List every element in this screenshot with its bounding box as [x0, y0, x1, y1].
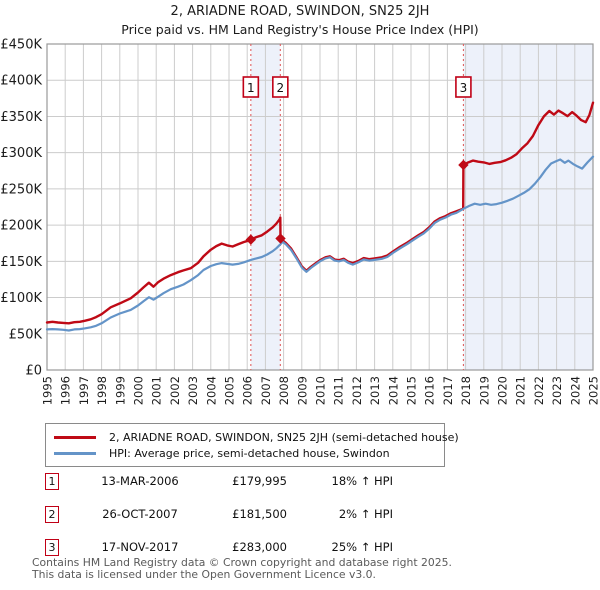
transaction-row-3: 3 17-NOV-2017 £283,000 25% ↑ HPI	[45, 537, 393, 557]
legend-row-property: 2, ARIADNE ROAD, SWINDON, SN25 2JH (semi…	[54, 429, 459, 445]
svg-text:2005: 2005	[223, 376, 237, 405]
transaction-3-vs-hpi: 25% ↑ HPI	[331, 540, 393, 554]
svg-text:1995: 1995	[41, 376, 55, 405]
svg-text:2012: 2012	[350, 376, 364, 405]
svg-text:£200K: £200K	[0, 219, 42, 234]
legend-label-property: 2, ARIADNE ROAD, SWINDON, SN25 2JH (semi…	[109, 430, 459, 444]
svg-text:£400K: £400K	[0, 74, 42, 89]
svg-text:2001: 2001	[150, 376, 164, 405]
transaction-row-2: 2 26-OCT-2007 £181,500 2% ↑ HPI	[45, 504, 393, 524]
svg-text:2011: 2011	[332, 376, 346, 405]
svg-text:1997: 1997	[77, 376, 91, 405]
svg-text:2006: 2006	[241, 376, 255, 405]
chart-legend: 2, ARIADNE ROAD, SWINDON, SN25 2JH (semi…	[45, 423, 459, 467]
svg-text:2007: 2007	[259, 376, 273, 405]
page-title: 2, ARIADNE ROAD, SWINDON, SN25 2JH	[170, 4, 430, 19]
svg-text:2010: 2010	[314, 376, 328, 405]
svg-text:2016: 2016	[423, 376, 437, 405]
svg-text:2017: 2017	[441, 376, 455, 405]
transaction-1-date: 13-MAR-2006	[101, 474, 179, 488]
svg-text:2009: 2009	[295, 376, 309, 405]
page-subtitle: Price paid vs. HM Land Registry's House …	[121, 22, 479, 37]
svg-text:1998: 1998	[95, 376, 109, 405]
svg-text:£50K: £50K	[9, 327, 43, 342]
property-line-swatch	[54, 435, 96, 439]
legend-label-hpi: HPI: Average price, semi-detached house,…	[109, 446, 390, 460]
svg-text:2019: 2019	[477, 376, 491, 405]
svg-text:£0: £0	[25, 364, 42, 379]
svg-text:2004: 2004	[204, 376, 218, 405]
svg-text:1: 1	[247, 81, 255, 95]
svg-text:1999: 1999	[113, 376, 127, 405]
svg-text:1996: 1996	[59, 376, 73, 405]
svg-text:£100K: £100K	[0, 291, 42, 306]
svg-text:2025: 2025	[587, 376, 600, 405]
svg-text:2003: 2003	[186, 376, 200, 405]
transaction-row-1: 1 13-MAR-2006 £179,995 18% ↑ HPI	[45, 471, 393, 491]
transaction-1-marker: 1	[45, 472, 59, 490]
svg-text:2022: 2022	[532, 376, 546, 405]
svg-text:2021: 2021	[514, 376, 528, 405]
svg-text:2024: 2024	[568, 376, 582, 405]
svg-text:£300K: £300K	[0, 146, 42, 161]
transaction-2-price: £181,500	[232, 507, 287, 521]
transaction-3-price: £283,000	[232, 540, 287, 554]
svg-text:3: 3	[460, 81, 468, 95]
legend-row-hpi: HPI: Average price, semi-detached house,…	[54, 445, 438, 461]
svg-text:2002: 2002	[168, 376, 182, 405]
transaction-2-date: 26-OCT-2007	[102, 507, 178, 521]
transaction-3-date: 17-NOV-2017	[101, 540, 179, 554]
svg-text:2020: 2020	[496, 376, 510, 405]
svg-text:£350K: £350K	[0, 110, 42, 125]
transaction-3-marker: 3	[45, 538, 59, 556]
svg-text:2008: 2008	[277, 376, 291, 405]
svg-text:£150K: £150K	[0, 255, 42, 270]
svg-text:2000: 2000	[132, 376, 146, 405]
license-line-2: This data is licensed under the Open Gov…	[32, 567, 376, 581]
svg-text:2023: 2023	[550, 376, 564, 405]
svg-text:2018: 2018	[459, 376, 473, 405]
transaction-2-vs-hpi: 2% ↑ HPI	[338, 507, 393, 521]
transaction-1-vs-hpi: 18% ↑ HPI	[331, 474, 393, 488]
svg-text:£450K: £450K	[0, 38, 42, 53]
svg-text:2014: 2014	[386, 376, 400, 405]
transaction-1-price: £179,995	[232, 474, 287, 488]
license-footer: Contains HM Land Registry data © Crown c…	[32, 557, 452, 580]
transaction-2-marker: 2	[45, 505, 59, 523]
svg-text:2013: 2013	[368, 376, 382, 405]
svg-text:£250K: £250K	[0, 182, 42, 197]
license-line-1: Contains HM Land Registry data © Crown c…	[32, 556, 452, 569]
hpi-line-swatch	[54, 451, 96, 455]
price-chart: £0 £50K £100K £150K £200K £250K £300K £350K £400…	[0, 38, 600, 406]
svg-text:2: 2	[277, 81, 285, 95]
svg-text:2015: 2015	[405, 376, 419, 405]
